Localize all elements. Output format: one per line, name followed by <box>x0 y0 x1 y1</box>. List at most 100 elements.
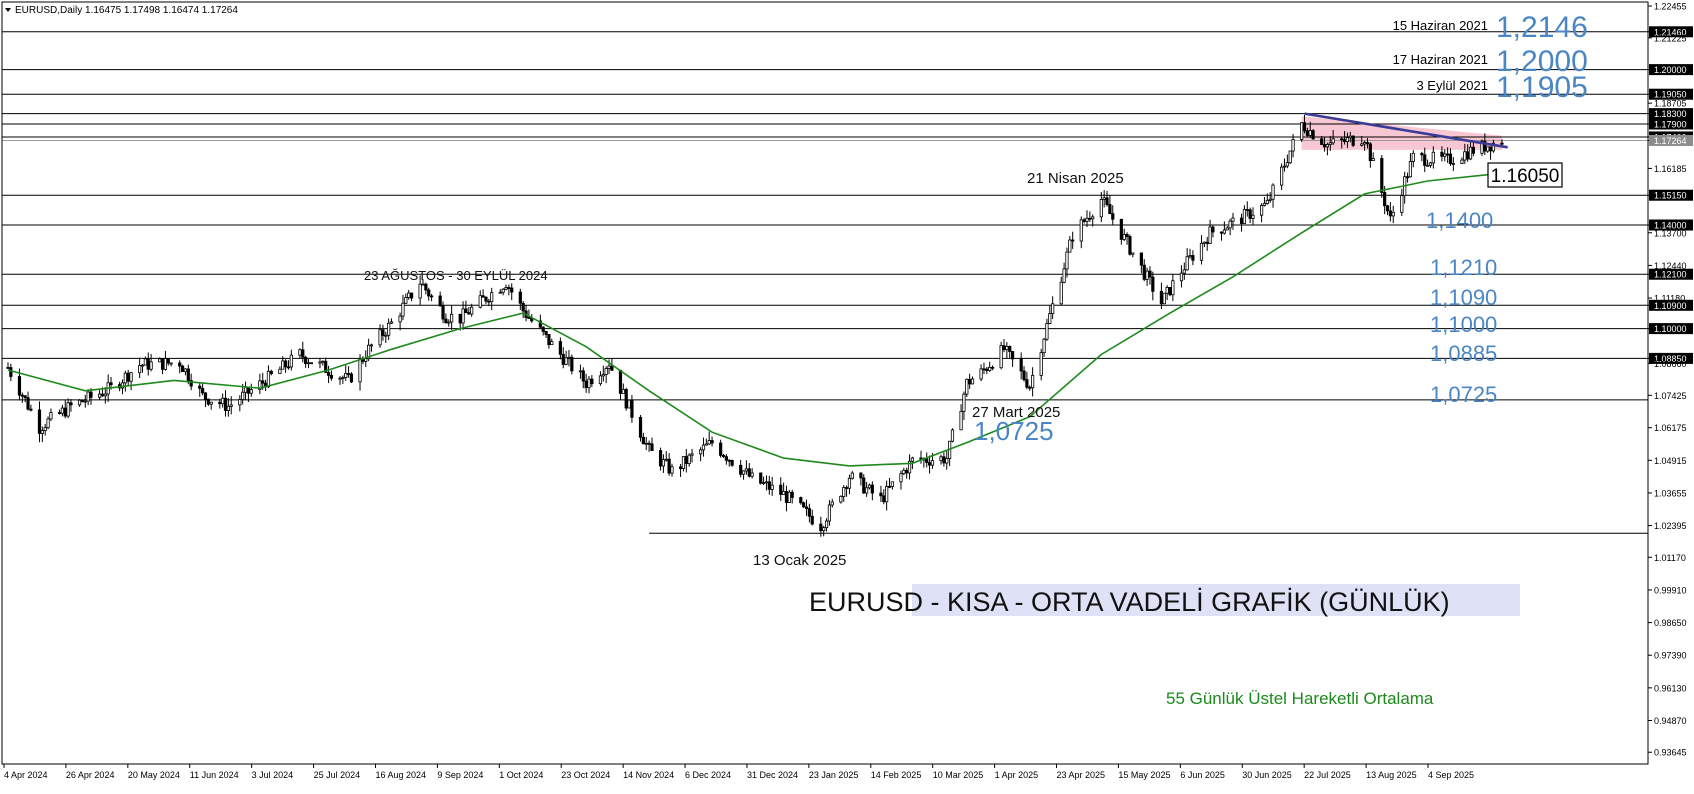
candle-down <box>1420 152 1424 156</box>
candle-down <box>1311 130 1315 140</box>
candle-up <box>867 484 872 489</box>
level-value-label: 1,2000 <box>1496 45 1588 78</box>
candle-up <box>1443 153 1447 157</box>
candle-down <box>618 369 623 394</box>
candle-up <box>358 359 362 383</box>
candle-down <box>201 387 205 394</box>
y-tick-label: 1.17264 <box>1654 136 1687 146</box>
candle-up <box>907 460 912 474</box>
candle-up <box>621 389 625 394</box>
candle-up <box>281 360 285 370</box>
candle-up <box>86 391 90 402</box>
y-tick-label: 0.97390 <box>1654 651 1687 661</box>
candle-down <box>1071 239 1075 242</box>
candle-down <box>1119 218 1123 240</box>
candle-down <box>261 380 265 384</box>
candle-up <box>1308 130 1312 136</box>
candle-up <box>1091 216 1095 220</box>
candle-down <box>518 291 522 304</box>
candle-up <box>1460 159 1464 164</box>
candle-up <box>899 473 903 483</box>
y-tick-label: 0.94870 <box>1654 716 1687 726</box>
candle-up <box>229 404 233 407</box>
candle-up <box>1199 242 1204 261</box>
candle-up <box>1262 203 1267 206</box>
candle-up <box>421 283 425 286</box>
candle-up <box>387 322 391 336</box>
candle-up <box>1345 137 1350 142</box>
candle-down <box>1022 370 1026 381</box>
candle-up <box>959 410 963 431</box>
candle-down <box>810 515 814 525</box>
candle-down <box>870 484 874 494</box>
candle-up <box>578 370 583 373</box>
ema-55-line <box>7 172 1503 467</box>
candle-up <box>1031 375 1035 389</box>
candle-up <box>504 287 508 290</box>
candle-down <box>286 366 291 369</box>
candle-down <box>1205 241 1209 244</box>
x-tick-label: 6 Dec 2024 <box>685 770 731 780</box>
y-tick-label: 1.07425 <box>1654 391 1687 401</box>
candle-down <box>1320 138 1324 145</box>
x-tick-label: 23 Jan 2025 <box>809 770 859 780</box>
y-tick-label: 1.01170 <box>1654 553 1686 563</box>
candle-down <box>17 376 22 396</box>
y-tick-label: 1.17900 <box>1654 119 1687 129</box>
candle-up <box>704 443 708 446</box>
candle-down <box>324 360 328 373</box>
y-tick-label: 1.12100 <box>1654 270 1687 280</box>
candle-down <box>882 495 886 503</box>
candle-up <box>1065 251 1069 270</box>
menu-triangle-icon[interactable] <box>5 8 11 12</box>
candle-down <box>63 407 67 417</box>
candle-down <box>804 506 809 509</box>
candle-down <box>438 295 442 307</box>
candle-up <box>478 295 482 308</box>
y-tick-label: 1.11180 <box>1654 294 1685 304</box>
x-tick-label: 23 Apr 2025 <box>1057 770 1106 780</box>
candle-up <box>930 460 935 466</box>
candle-down <box>1388 210 1392 217</box>
candle-up <box>1463 151 1467 161</box>
candle-up <box>1068 239 1072 253</box>
level-date-label: 15 Haziran 2021 <box>1393 18 1488 33</box>
candle-up <box>97 393 102 398</box>
price-box <box>1487 162 1563 188</box>
candle-up <box>169 362 173 365</box>
x-tick-label: 25 Jul 2024 <box>314 770 361 780</box>
chart-annotation: 1,0725 <box>974 416 1054 446</box>
candle-down <box>1159 290 1164 305</box>
y-tick-label: 1.12440 <box>1654 261 1687 271</box>
candle-up <box>979 368 983 380</box>
candle-up <box>1231 217 1235 222</box>
candle-up <box>138 365 142 374</box>
candle-down <box>684 456 688 464</box>
candle-down <box>1010 351 1015 360</box>
candle-down <box>1471 146 1475 154</box>
candle-up <box>1425 164 1430 167</box>
candle-down <box>727 459 731 462</box>
candle-down <box>1008 345 1012 352</box>
x-tick-label: 1 Oct 2024 <box>499 770 543 780</box>
candle-down <box>329 374 334 379</box>
candle-down <box>218 401 222 405</box>
candle-down <box>1305 130 1309 136</box>
candle-down <box>427 289 431 297</box>
candle-down <box>1340 138 1344 141</box>
candle-up <box>1271 184 1275 200</box>
candle-up <box>83 400 87 403</box>
levels-layer <box>2 31 1648 534</box>
candle-up <box>970 378 975 385</box>
candle-down <box>100 393 105 397</box>
candle-down <box>1105 197 1109 205</box>
candle-up <box>1288 150 1292 164</box>
candle-up <box>241 391 245 400</box>
candle-down <box>269 370 273 374</box>
candle-down <box>180 365 185 373</box>
candle-down <box>1139 252 1143 266</box>
y-tick-highlight <box>1649 134 1693 146</box>
x-tick-label: 31 Dec 2024 <box>747 770 798 780</box>
candle-up <box>498 291 502 294</box>
